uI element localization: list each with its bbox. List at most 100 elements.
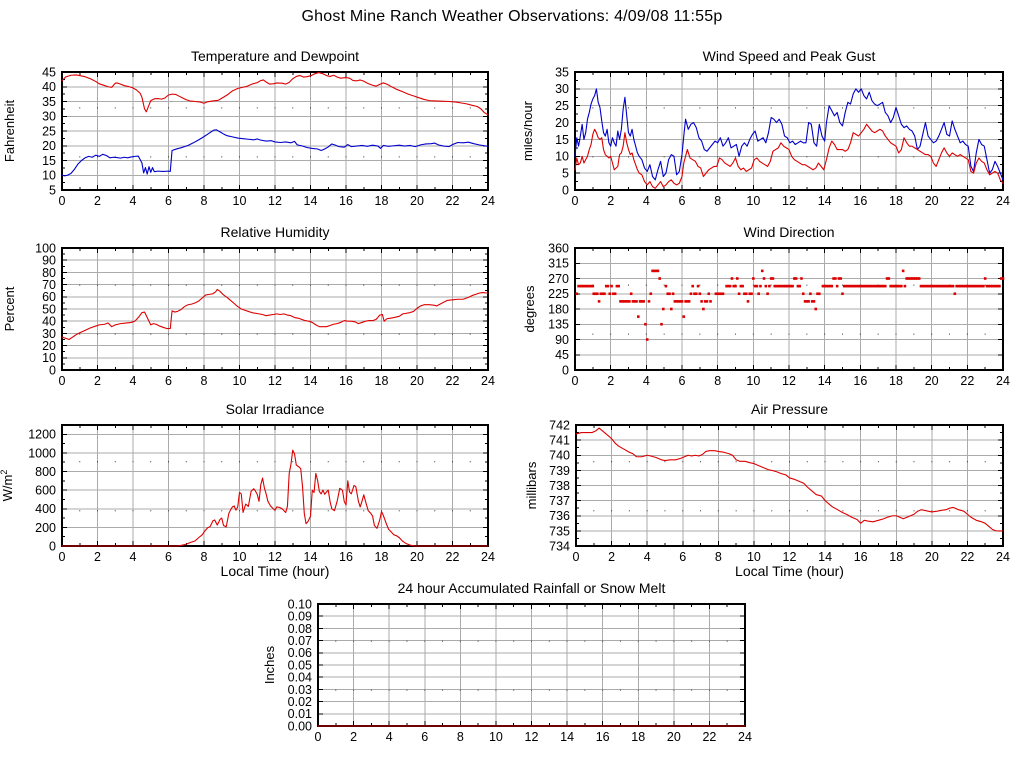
svg-text:22: 22 [446, 374, 460, 388]
svg-text:12: 12 [782, 374, 796, 388]
y-axis-label-solar: W/m2 [0, 470, 15, 502]
svg-text:10: 10 [746, 374, 760, 388]
svg-text:360: 360 [548, 241, 569, 255]
svg-text:35: 35 [42, 95, 56, 109]
svg-text:8: 8 [201, 194, 208, 208]
svg-text:100: 100 [35, 241, 56, 255]
svg-text:12: 12 [268, 374, 282, 388]
svg-text:22: 22 [960, 194, 974, 208]
svg-text:12: 12 [268, 194, 282, 208]
svg-text:5: 5 [49, 183, 56, 197]
svg-text:2: 2 [94, 550, 101, 564]
page-title: Ghost Mine Ranch Weather Observations: 4… [301, 8, 723, 25]
svg-text:6: 6 [165, 194, 172, 208]
svg-text:12: 12 [783, 550, 797, 564]
chart-solar-irradiance: Solar Irradiance 0 200 400 600 800 1000 1200 0 2 4… [0, 392, 512, 580]
svg-text:4: 4 [644, 550, 651, 564]
svg-text:20: 20 [410, 374, 424, 388]
svg-text:18: 18 [889, 374, 903, 388]
x-tick-labels: 0 2 4 6 8 10 12 14 16 18 20 22 24 [59, 194, 495, 208]
svg-text:4: 4 [386, 730, 393, 744]
chart-rain-svg: 24 hour Accumulated Rainfall or Snow Mel… [262, 580, 752, 744]
svg-text:738: 738 [549, 479, 570, 493]
chart-wind-speed-gust: Wind Speed and Peak Gust 0 5 10 15 20 25 30 35 0 2… [520, 40, 1024, 218]
y-tick-labels: 0 5 10 15 20 25 30 35 [555, 65, 569, 197]
chart-relative-humidity: Relative Humidity 0 10 20 30 40 50 60 70 80 90 100 0… [0, 216, 512, 394]
chart-title-winddir: Wind Direction [743, 224, 834, 240]
svg-text:12: 12 [782, 194, 796, 208]
svg-text:736: 736 [549, 509, 570, 523]
svg-text:18: 18 [375, 550, 389, 564]
svg-text:16: 16 [339, 194, 353, 208]
y-axis-label-pressure: millibars [524, 461, 539, 509]
svg-text:24: 24 [996, 550, 1010, 564]
svg-text:40: 40 [42, 315, 56, 329]
svg-text:70: 70 [42, 278, 56, 292]
svg-text:0: 0 [315, 730, 322, 744]
svg-text:22: 22 [446, 194, 460, 208]
svg-text:18: 18 [889, 550, 903, 564]
svg-text:25: 25 [555, 99, 569, 113]
chart-rainfall: 24 hour Accumulated Rainfall or Snow Mel… [256, 578, 768, 756]
x-tick-labels: 0 2 4 6 8 10 12 14 16 18 20 22 24 [572, 374, 1010, 388]
svg-text:20: 20 [555, 116, 569, 130]
gridlines [575, 248, 1003, 370]
svg-text:2: 2 [608, 550, 615, 564]
svg-text:0: 0 [59, 374, 66, 388]
svg-text:90: 90 [555, 333, 569, 347]
y-axis-label-rain: Inches [262, 645, 277, 684]
svg-text:8: 8 [714, 194, 721, 208]
tick-marks [574, 71, 1004, 191]
svg-text:4: 4 [130, 550, 137, 564]
svg-text:2: 2 [94, 194, 101, 208]
svg-text:10: 10 [555, 150, 569, 164]
svg-text:30: 30 [42, 327, 56, 341]
dewpoint-line [61, 129, 489, 177]
svg-text:6: 6 [679, 194, 686, 208]
svg-text:2: 2 [350, 730, 357, 744]
tick-marks [575, 424, 1004, 547]
chart-title-rain: 24 hour Accumulated Rainfall or Snow Mel… [398, 580, 666, 596]
svg-text:0.05: 0.05 [288, 658, 312, 672]
svg-text:8: 8 [201, 374, 208, 388]
svg-text:18: 18 [375, 194, 389, 208]
svg-text:180: 180 [548, 302, 569, 316]
svg-text:10: 10 [746, 194, 760, 208]
tick-marks [61, 425, 489, 547]
gridlines [575, 72, 1003, 190]
chart-temperature-svg: Temperature and Dewpoint5101520253035404… [2, 48, 495, 208]
svg-text:18: 18 [889, 194, 903, 208]
svg-text:18: 18 [631, 730, 645, 744]
svg-text:8: 8 [715, 550, 722, 564]
svg-text:0: 0 [572, 374, 579, 388]
svg-text:6: 6 [679, 550, 686, 564]
svg-text:739: 739 [549, 464, 570, 478]
solar-irradiance-line [61, 449, 489, 547]
svg-text:0: 0 [49, 363, 56, 377]
svg-text:45: 45 [555, 348, 569, 362]
svg-text:14: 14 [818, 550, 832, 564]
svg-text:22: 22 [960, 550, 974, 564]
svg-text:0.00: 0.00 [288, 719, 312, 733]
svg-text:60: 60 [42, 290, 56, 304]
x-tick-labels: 0 2 4 6 8 10 12 14 16 18 20 22 24 [315, 730, 752, 744]
svg-text:0: 0 [59, 194, 66, 208]
svg-text:20: 20 [667, 730, 681, 744]
x-tick-labels: 0 2 4 6 8 10 12 14 16 18 20 22 24 [572, 194, 1010, 208]
svg-text:2: 2 [607, 374, 614, 388]
svg-text:2: 2 [607, 194, 614, 208]
svg-text:14: 14 [304, 194, 318, 208]
svg-text:8: 8 [714, 374, 721, 388]
svg-text:80: 80 [42, 266, 56, 280]
svg-text:735: 735 [549, 524, 570, 538]
svg-text:0.06: 0.06 [288, 646, 312, 660]
svg-text:6: 6 [679, 374, 686, 388]
x-tick-labels: 0 2 4 6 8 10 12 14 16 18 20 22 24 [59, 550, 495, 564]
chart-title-pressure: Air Pressure [751, 401, 828, 417]
chart-air-pressure: Air Pressure 734 735 736 737 738 739 740 741 742 0… [524, 392, 1024, 580]
svg-text:10: 10 [42, 351, 56, 365]
svg-text:20: 20 [42, 139, 56, 153]
peak-gust-line [574, 88, 1004, 181]
